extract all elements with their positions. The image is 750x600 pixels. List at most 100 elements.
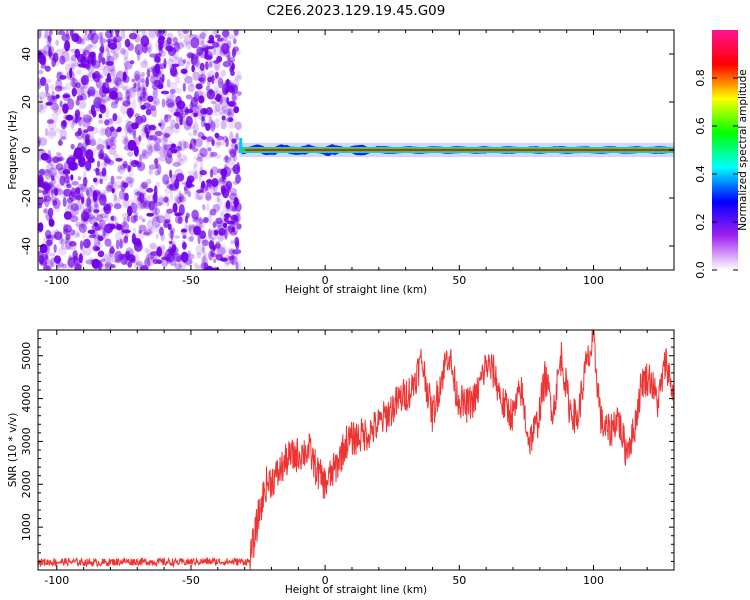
y-tick-label: 40 <box>20 47 33 61</box>
noise-blob <box>82 34 86 46</box>
noise-blob <box>48 156 55 167</box>
noise-blob <box>69 67 73 79</box>
noise-blob <box>229 131 234 142</box>
noise-blob <box>117 164 121 172</box>
noise-blob <box>111 86 117 94</box>
noise-blob <box>66 183 72 189</box>
noise-blob <box>86 187 93 198</box>
noise-blob <box>146 254 155 267</box>
noise-blob <box>204 265 214 270</box>
spectrogram-y-axis-label: Frequency (Hz) <box>7 110 19 189</box>
noise-blob <box>182 241 187 250</box>
noise-blob <box>158 49 167 57</box>
noise-blob <box>204 55 213 60</box>
noise-blob <box>119 240 125 248</box>
noise-blob <box>230 70 235 76</box>
noise-blob <box>58 138 62 147</box>
noise-blob <box>41 241 46 251</box>
noise-blob <box>138 229 143 234</box>
noise-blob <box>57 172 66 184</box>
noise-blob <box>131 78 135 83</box>
noise-blob <box>223 217 229 223</box>
noise-blob <box>78 101 87 109</box>
noise-blob <box>209 151 214 159</box>
tick: -100 <box>44 330 69 587</box>
noise-blob <box>190 105 200 115</box>
noise-blob <box>145 144 154 155</box>
noise-blob <box>156 181 161 187</box>
noise-blob <box>175 75 181 85</box>
noise-blob <box>53 244 57 253</box>
noise-blob <box>134 43 144 56</box>
noise-blob <box>219 244 227 255</box>
noise-blob <box>177 158 185 166</box>
noise-blob <box>94 199 98 209</box>
noise-blob <box>148 168 153 175</box>
noise-blob <box>139 153 142 164</box>
noise-blob <box>100 192 104 197</box>
noise-blob <box>56 157 63 162</box>
noise-blob <box>125 176 135 184</box>
signal-onset <box>239 138 243 152</box>
noise-blob <box>47 95 56 103</box>
noise-blob <box>149 242 157 250</box>
noise-blob <box>236 169 241 179</box>
noise-blob <box>77 53 86 63</box>
noise-blob <box>170 190 174 202</box>
noise-blob <box>217 198 223 207</box>
noise-blob <box>90 150 96 159</box>
noise-blob <box>144 230 152 237</box>
noise-blob <box>213 61 221 72</box>
x-tick-label: -100 <box>44 574 69 587</box>
noise-blob <box>170 119 176 128</box>
noise-blob <box>96 96 104 102</box>
noise-blob <box>75 264 80 270</box>
noise-blob <box>42 34 51 40</box>
noise-blob <box>159 120 165 131</box>
noise-blob <box>46 162 54 174</box>
noise-blob <box>234 121 242 131</box>
tick: -40 <box>20 237 674 255</box>
noise-blob <box>128 32 138 40</box>
noise-blob <box>85 138 91 146</box>
noise-blob <box>91 258 101 269</box>
noise-blob <box>77 63 87 68</box>
noise-blob <box>41 253 49 262</box>
noise-blob <box>226 220 235 225</box>
noise-blob <box>83 36 90 42</box>
noise-blob <box>127 123 134 134</box>
noise-blob <box>148 30 156 39</box>
tick: 20 <box>20 95 674 109</box>
noise-blob <box>172 123 181 134</box>
noise-blob <box>222 135 228 143</box>
y-tick-label: 20 <box>20 95 33 109</box>
noise-blob <box>136 162 142 168</box>
noise-blob <box>132 30 141 34</box>
noise-blob <box>66 200 75 210</box>
noise-blob <box>158 244 165 257</box>
noise-blob <box>224 155 229 163</box>
noise-blob <box>168 140 174 149</box>
noise-blob <box>129 130 136 136</box>
figure-title: C2E6.2023.129.19.45.G09 <box>267 3 446 19</box>
x-tick-label: 100 <box>583 574 604 587</box>
noise-blob <box>161 73 165 83</box>
noise-blob <box>79 117 85 122</box>
noise-blob <box>123 137 129 146</box>
noise-blob <box>132 248 136 254</box>
noise-blob <box>74 113 79 125</box>
noise-blob <box>57 140 64 146</box>
noise-blob <box>134 33 141 43</box>
noise-blob <box>216 37 223 42</box>
noise-blob <box>124 123 129 135</box>
noise-blob <box>175 157 184 163</box>
noise-blob <box>123 223 130 229</box>
noise-blob <box>208 240 215 250</box>
noise-blob <box>174 122 180 130</box>
noise-blob <box>114 49 120 58</box>
noise-blob <box>199 218 204 224</box>
noise-blob <box>228 56 236 63</box>
noise-blob <box>215 34 221 39</box>
noise-blob <box>184 108 193 114</box>
noise-blob <box>44 128 49 137</box>
